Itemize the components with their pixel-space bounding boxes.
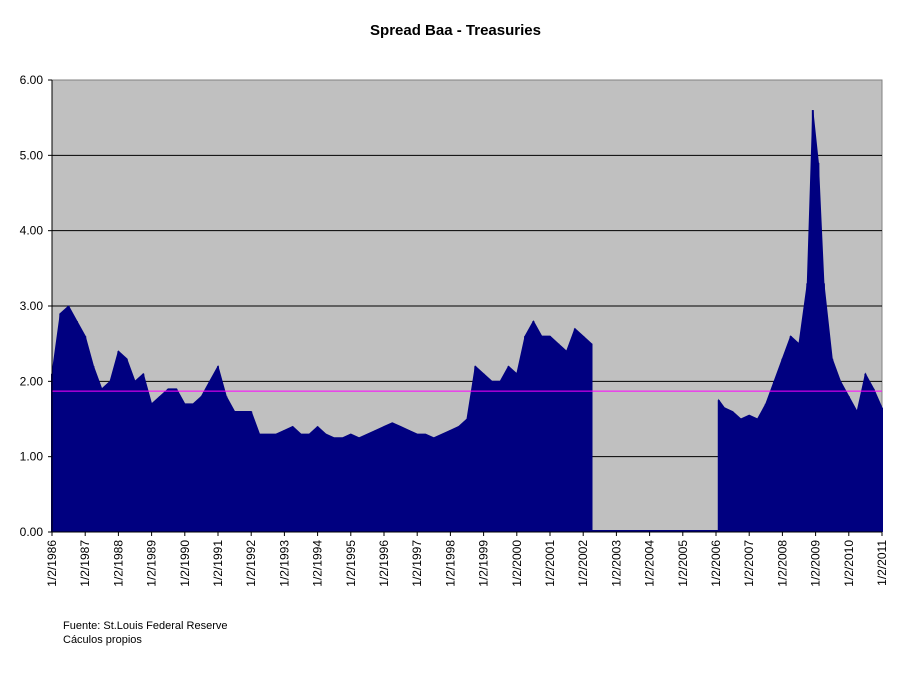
x-tick-label-8: 1/2/1994 bbox=[311, 540, 325, 587]
x-tick-label-3: 1/2/1989 bbox=[145, 540, 159, 587]
x-tick-label-15: 1/2/2001 bbox=[543, 540, 557, 587]
x-tick-label-20: 1/2/2006 bbox=[709, 540, 723, 587]
y-tick-label-4: 4.00 bbox=[20, 224, 44, 238]
x-tick-label-22: 1/2/2008 bbox=[775, 540, 789, 587]
y-tick-label-2: 2.00 bbox=[20, 374, 44, 388]
y-tick-label-5: 5.00 bbox=[20, 148, 44, 162]
calculation-footnote: Cáculos propios bbox=[63, 634, 142, 646]
x-tick-label-25: 1/2/2011 bbox=[875, 540, 889, 586]
x-tick-label-14: 1/2/2000 bbox=[510, 540, 524, 587]
chart-title: Spread Baa - Treasuries bbox=[370, 22, 541, 39]
y-tick-label-1: 1.00 bbox=[20, 450, 44, 464]
y-tick-label-0: 0.00 bbox=[20, 525, 44, 539]
x-tick-label-9: 1/2/1995 bbox=[344, 540, 358, 587]
x-tick-label-0: 1/2/1986 bbox=[45, 540, 59, 587]
y-axis-ticks: 0.00 1.00 2.00 3.00 4.00 5.00 6.00 bbox=[20, 73, 52, 539]
x-axis-ticks: 1/2/1986 1/2/1987 1/2/1988 1/2/1989 1/2/1990… bbox=[45, 532, 889, 587]
x-tick-label-12: 1/2/1998 bbox=[443, 540, 457, 587]
y-tick-label-6: 6.00 bbox=[20, 73, 44, 87]
x-tick-label-23: 1/2/2009 bbox=[809, 540, 823, 587]
x-tick-label-17: 1/2/2003 bbox=[609, 540, 623, 587]
x-tick-label-4: 1/2/1990 bbox=[178, 540, 192, 587]
x-tick-label-10: 1/2/1996 bbox=[377, 540, 391, 587]
data-series bbox=[51, 110, 883, 533]
y-tick-label-3: 3.00 bbox=[20, 299, 44, 313]
x-tick-label-2: 1/2/1988 bbox=[111, 540, 125, 587]
x-tick-label-21: 1/2/2007 bbox=[742, 540, 756, 587]
x-tick-label-18: 1/2/2004 bbox=[643, 540, 657, 587]
x-tick-label-16: 1/2/2002 bbox=[576, 540, 590, 587]
x-tick-label-7: 1/2/1993 bbox=[277, 540, 291, 587]
x-tick-label-24: 1/2/2010 bbox=[842, 540, 856, 587]
x-tick-label-1: 1/2/1987 bbox=[78, 540, 92, 587]
x-tick-label-5: 1/2/1991 bbox=[211, 540, 225, 587]
x-tick-label-6: 1/2/1992 bbox=[244, 540, 258, 587]
source-footnote: Fuente: St.Louis Federal Reserve bbox=[63, 620, 228, 632]
x-tick-label-11: 1/2/1997 bbox=[410, 540, 424, 587]
x-tick-label-19: 1/2/2005 bbox=[676, 540, 690, 587]
x-tick-label-13: 1/2/1999 bbox=[477, 540, 491, 587]
